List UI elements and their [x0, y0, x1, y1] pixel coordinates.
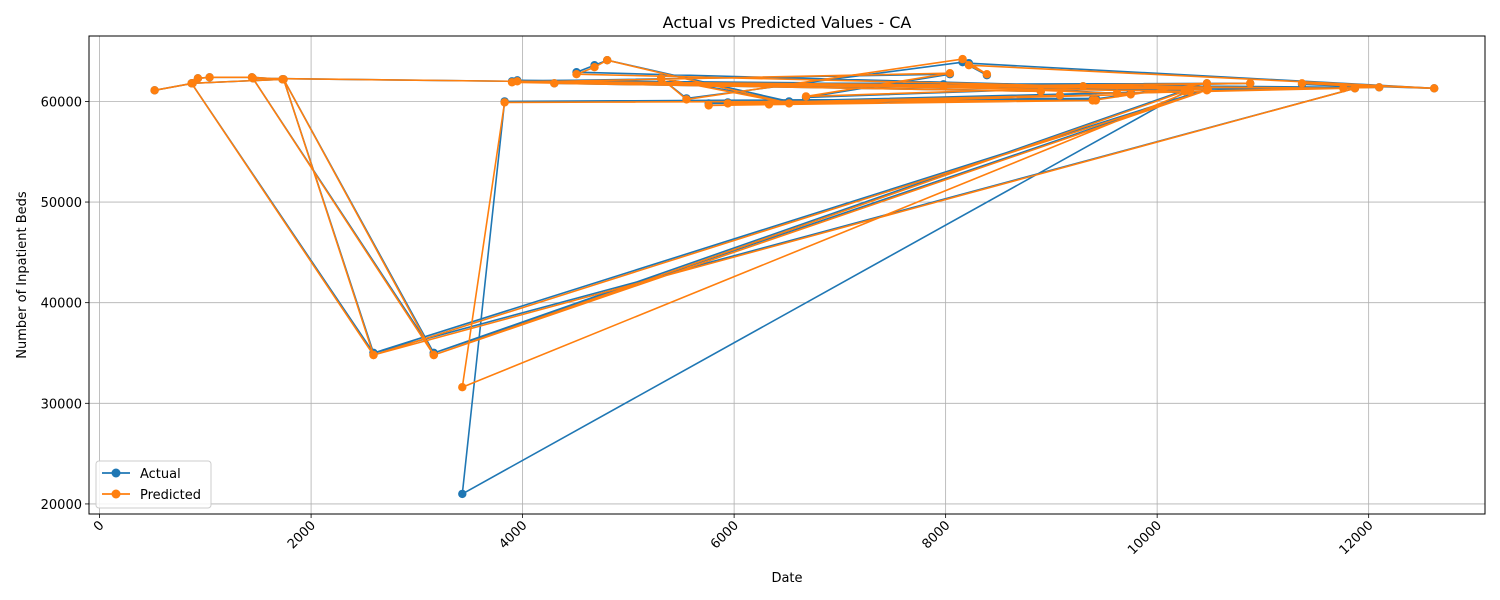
data-point-predicted [590, 62, 599, 72]
data-point-predicted [801, 92, 811, 101]
y-axis-label: Number of Inpatient Beds [15, 191, 30, 359]
data-point-predicted [784, 99, 794, 108]
data-point-predicted [682, 95, 691, 104]
data-point-predicted [1055, 91, 1065, 100]
data-point-predicted [1202, 86, 1212, 95]
y-tick-label: 50000 [41, 196, 82, 211]
data-point-actual [458, 489, 467, 499]
y-tick-label: 40000 [41, 297, 82, 312]
data-point-predicted [205, 73, 214, 82]
data-point-predicted [1339, 84, 1348, 93]
y-tick-label: 60000 [41, 95, 82, 110]
data-point-predicted [248, 74, 258, 83]
data-point-predicted [1126, 90, 1135, 99]
data-point-predicted [958, 54, 967, 64]
data-point-predicted [1430, 84, 1439, 93]
data-point-predicted [458, 383, 467, 392]
legend-marker-predicted [111, 489, 121, 499]
legend-label-actual: Actual [140, 467, 181, 482]
data-point-predicted [150, 86, 159, 95]
data-point-predicted [1350, 84, 1360, 93]
data-point-predicted [1180, 87, 1189, 96]
legend: Actual Predicted [95, 460, 212, 509]
data-point-predicted [1036, 87, 1046, 96]
legend-label-predicted: Predicted [140, 488, 201, 503]
data-point-predicted [982, 70, 992, 79]
data-point-predicted [500, 98, 509, 107]
x-axis-label: Date [771, 571, 802, 586]
data-point-predicted [1088, 96, 1097, 105]
data-point-predicted [572, 70, 581, 79]
data-point-predicted [1375, 83, 1384, 92]
series-layer [150, 54, 1439, 499]
data-point-predicted [945, 69, 955, 78]
legend-marker-actual [111, 468, 121, 478]
y-tick-label: 30000 [41, 397, 82, 412]
data-point-predicted [279, 75, 288, 84]
y-tick-label: 20000 [41, 498, 82, 513]
chart-title: Actual vs Predicted Values - CA [663, 13, 912, 32]
data-point-predicted [964, 60, 974, 70]
data-point-predicted [1297, 79, 1307, 88]
data-point-predicted [513, 77, 522, 86]
data-point-predicted [193, 74, 203, 83]
plot-frame [88, 35, 1486, 515]
grid [89, 36, 1485, 514]
series-predicted [150, 54, 1439, 392]
data-point-predicted [1202, 79, 1212, 88]
data-point-predicted [656, 74, 666, 83]
data-point-predicted [723, 99, 732, 108]
data-point-predicted [1246, 79, 1255, 88]
data-point-predicted [704, 101, 713, 110]
data-point-predicted [550, 79, 559, 88]
data-point-predicted [939, 82, 948, 91]
data-point-predicted [1078, 82, 1088, 91]
data-point-predicted [764, 100, 774, 109]
data-point-predicted [187, 79, 196, 88]
data-point-predicted [369, 350, 378, 360]
data-point-predicted [603, 56, 612, 65]
data-point-predicted [1112, 89, 1122, 98]
data-point-predicted [429, 350, 438, 360]
